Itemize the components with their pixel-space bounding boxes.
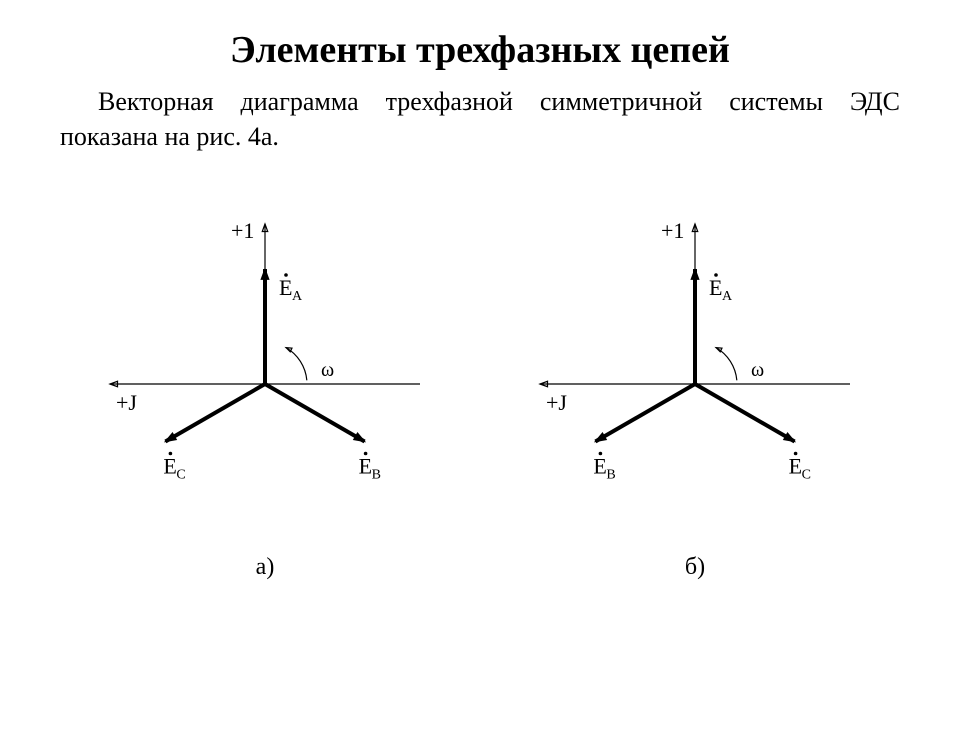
svg-text:+J: +J [116,390,137,415]
svg-text:+1: +1 [231,218,254,243]
svg-text:ω: ω [751,359,764,381]
svg-text:B: B [606,468,615,483]
svg-text:а): а) [256,554,275,580]
svg-text:E: E [163,454,176,479]
svg-text:C: C [802,468,811,483]
svg-text:A: A [722,289,733,304]
svg-text:E: E [279,275,292,300]
page-title: Элементы трехфазных цепей [0,28,960,72]
diagram-b: +1+JEAEBECωб) [500,164,890,594]
svg-text:E: E [709,275,722,300]
svg-text:B: B [372,468,381,483]
svg-text:б): б) [685,554,705,580]
diagram-row: +1+JEAECEBωа) +1+JEAEBECωб) [0,164,960,594]
svg-text:+1: +1 [661,218,684,243]
paragraph: Векторная диаграмма трехфазной симметрич… [60,84,900,154]
svg-text:E: E [789,454,802,479]
svg-text:A: A [292,289,303,304]
diagram-a: +1+JEAECEBωа) [70,164,460,594]
svg-text:E: E [359,454,372,479]
svg-text:+J: +J [546,390,567,415]
svg-text:C: C [176,468,185,483]
svg-text:ω: ω [321,359,334,381]
svg-text:E: E [593,454,606,479]
